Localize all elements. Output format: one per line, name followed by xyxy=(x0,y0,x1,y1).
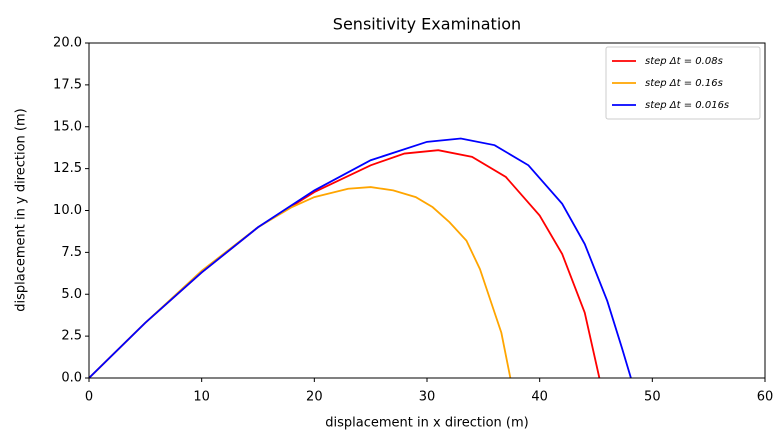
legend-label: step Δt = 0.016s xyxy=(645,100,729,111)
series-line xyxy=(88,137,632,379)
y-axis-label: displacement in y direction (m) xyxy=(14,108,29,311)
x-axis-label: displacement in x direction (m) xyxy=(325,416,528,431)
x-tick-label: 50 xyxy=(644,390,661,405)
y-tick-label: 0.0 xyxy=(61,371,82,386)
y-tick-label: 20.0 xyxy=(53,36,82,51)
series-line xyxy=(88,149,601,379)
chart-title: Sensitivity Examination xyxy=(333,15,521,34)
legend-label: step Δt = 0.08s xyxy=(645,56,723,67)
y-tick-label: 10.0 xyxy=(53,203,82,218)
x-tick-label: 60 xyxy=(757,390,774,405)
y-tick-label: 5.0 xyxy=(61,287,82,302)
x-tick-label: 10 xyxy=(193,390,210,405)
y-tick-label: 2.5 xyxy=(61,329,82,344)
x-tick-label: 0 xyxy=(85,390,93,405)
y-tick-label: 7.5 xyxy=(61,245,82,260)
y-tick-label: 12.5 xyxy=(53,161,82,176)
legend-box xyxy=(605,46,761,120)
plot-frame xyxy=(88,42,766,379)
x-tick-label: 20 xyxy=(306,390,323,405)
x-tick-label: 40 xyxy=(531,390,548,405)
y-tick-label: 17.5 xyxy=(53,77,82,92)
series-line xyxy=(88,186,512,379)
y-tick-label: 15.0 xyxy=(53,119,82,134)
x-tick-label: 30 xyxy=(419,390,436,405)
legend-label: step Δt = 0.16s xyxy=(645,78,723,89)
